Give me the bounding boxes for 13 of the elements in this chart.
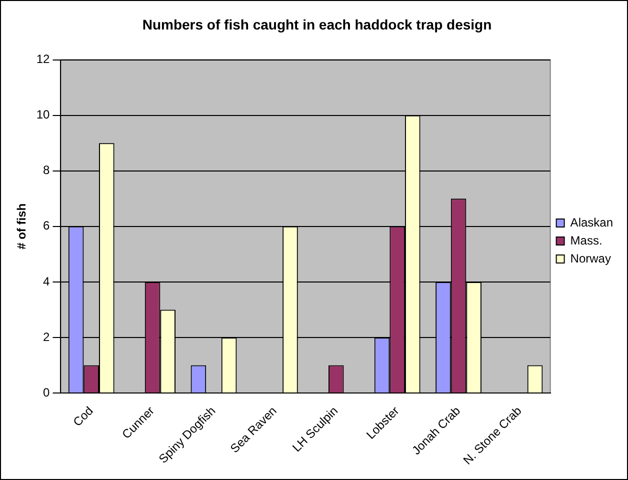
y-tick-label: 4 xyxy=(43,274,50,288)
y-axis-title: # of fish xyxy=(14,203,29,250)
chart-title: Numbers of fish caught in each haddock trap design xyxy=(142,16,492,32)
y-tick-label: 2 xyxy=(43,330,50,344)
y-tick-label: 8 xyxy=(43,163,50,178)
legend-label: Norway xyxy=(570,251,611,266)
y-tick-label: 10 xyxy=(36,108,50,122)
legend-label: Mass. xyxy=(570,233,602,248)
legend-label: Alaskan xyxy=(570,215,614,230)
y-tick-label: 6 xyxy=(43,218,50,233)
x-tick-label: Cod xyxy=(70,404,96,430)
y-tick-label: 0 xyxy=(43,385,50,400)
y-tick-label: 12 xyxy=(36,52,50,66)
